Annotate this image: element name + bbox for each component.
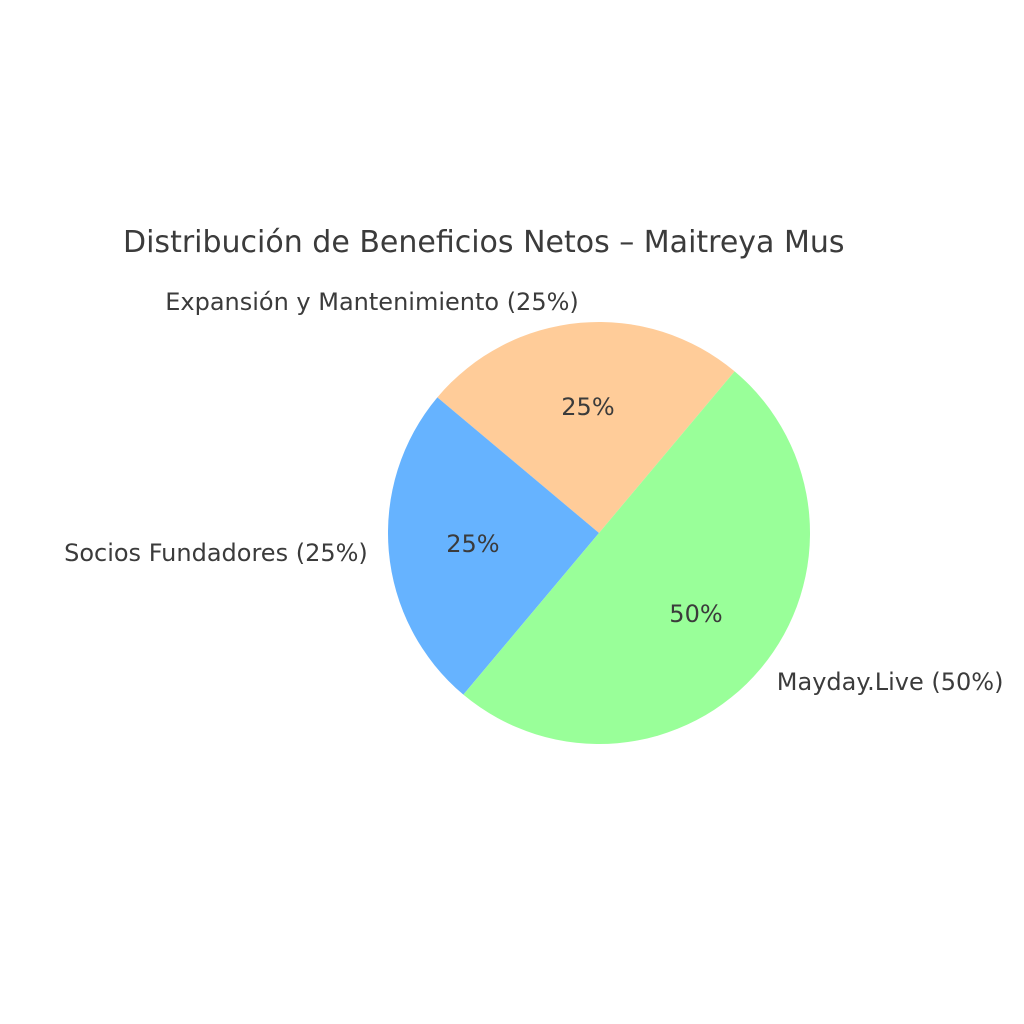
pie-slice-0 — [437, 321, 735, 533]
chart-title: Distribución de Beneficios Netos – Maitr… — [123, 225, 845, 260]
slice-percent-label-1: 25% — [446, 530, 500, 559]
slice-label-0: Expansión y Mantenimiento (25%) — [165, 287, 579, 316]
slice-percent-label-0: 25% — [561, 392, 615, 421]
slice-percent-label-2: 50% — [669, 600, 723, 629]
slice-label-2: Mayday.Live (50%) — [776, 668, 1004, 697]
slice-label-1: Socios Fundadores (25%) — [64, 539, 368, 568]
pie-slice-2 — [463, 371, 811, 745]
pie-slice-1 — [387, 397, 599, 695]
